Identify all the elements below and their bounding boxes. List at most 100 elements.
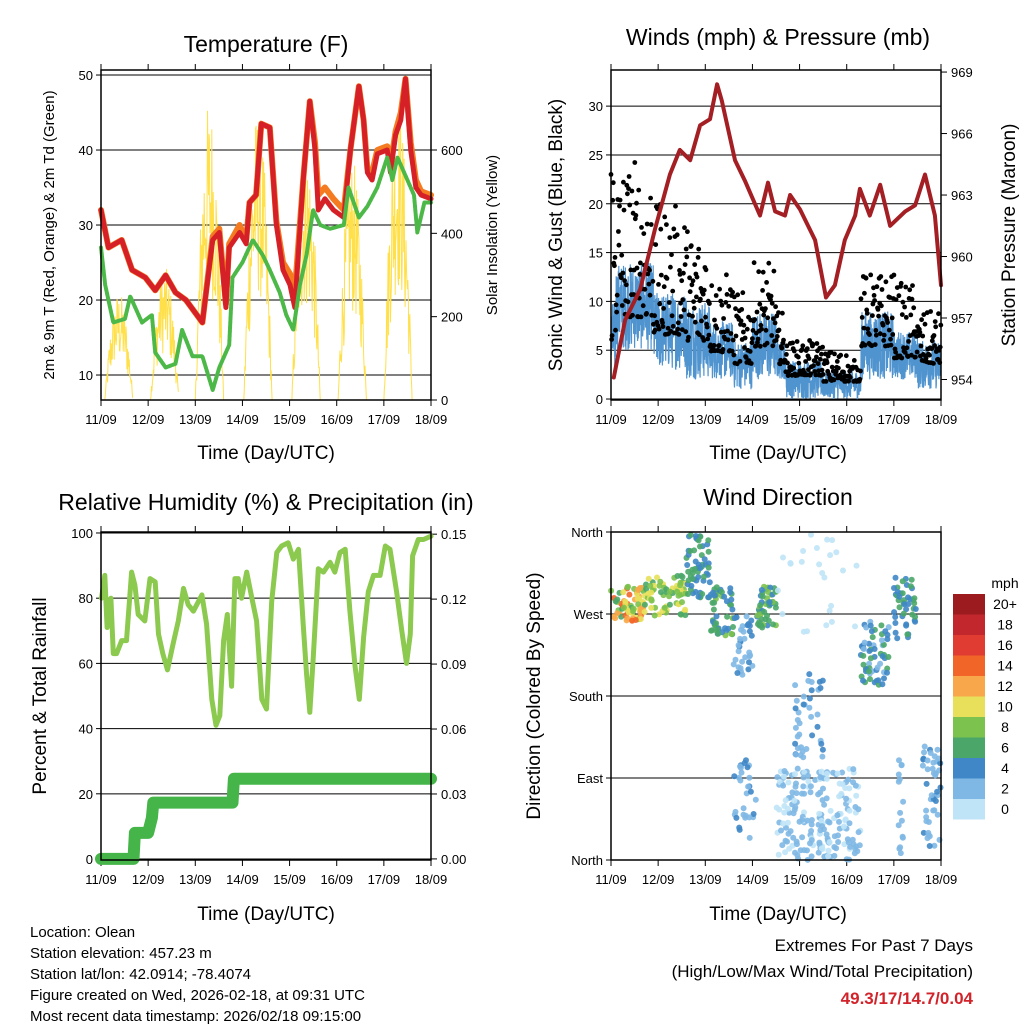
wind-direction-point (819, 570, 826, 576)
wind-direction-xtick-label: 14/09 (736, 872, 769, 887)
gust-point (695, 255, 701, 260)
gust-point (899, 312, 905, 317)
gust-point (639, 225, 644, 230)
rh-line (99, 533, 434, 728)
legend-swatch (953, 758, 985, 779)
wind-direction-point (817, 685, 824, 691)
gust-point (881, 332, 887, 338)
gust-point (906, 339, 911, 344)
gust-point (613, 327, 618, 333)
wind-direction-point (781, 768, 788, 774)
wind-direction-point (737, 777, 744, 784)
gust-point (680, 297, 686, 303)
wind-direction-point (692, 588, 699, 595)
gust-point (686, 334, 691, 340)
winds-ytick-right-label: 966 (951, 127, 973, 142)
wind-direction-point (879, 653, 886, 660)
dewpoint-line (99, 155, 433, 392)
rh-xtick-label: 11/09 (85, 872, 117, 887)
wind-direction-point (853, 562, 860, 569)
wind-direction-point (891, 585, 897, 591)
wind-direction-point (817, 774, 824, 781)
wind-direction-xlabel: Time (Day/UTC) (709, 904, 847, 925)
gust-point (772, 320, 778, 326)
gust-point (682, 225, 687, 231)
gust-point (652, 313, 657, 319)
wind-direction-point (750, 811, 757, 817)
wind-direction-point (892, 614, 899, 620)
wind-direction-point (630, 608, 637, 615)
gust-point (657, 301, 663, 307)
rh-ytick-label: 60 (79, 656, 93, 671)
temperature-xtick-label: 17/09 (368, 412, 401, 427)
gust-point (757, 301, 763, 307)
wind-direction-point (800, 754, 807, 761)
wind-direction-point (896, 593, 903, 600)
gust-point (868, 272, 874, 278)
gust-point (638, 260, 643, 266)
gust-point (908, 312, 914, 318)
temperature-xtick-label: 14/09 (226, 412, 259, 427)
winds-ytick-label: 5 (596, 343, 603, 358)
rh-title: Relative Humidity (%) & Precipitation (i… (58, 489, 473, 515)
wind-direction-point (898, 762, 905, 769)
wind-direction-point (721, 593, 728, 600)
wind-direction-point (874, 664, 881, 671)
wind-direction-point (793, 790, 800, 797)
wind-direction-point (852, 782, 859, 789)
wind-direction-point (761, 608, 768, 615)
gust-point (862, 342, 868, 348)
wind-direction-point (819, 746, 826, 753)
gust-point (683, 329, 689, 335)
wind-direction-point (705, 548, 712, 555)
wind-direction-point (895, 822, 902, 829)
gust-point (843, 353, 849, 359)
wind-direction-point (819, 677, 826, 684)
rh-frame (100, 531, 432, 861)
wind-direction-point (921, 743, 928, 750)
gust-point (612, 263, 617, 269)
gust-point (832, 351, 837, 357)
gust-point (631, 292, 636, 297)
legend-label: 10 (997, 699, 1013, 715)
rh-xtick-label: 13/09 (179, 872, 212, 887)
winds-xtick-label: 17/09 (878, 412, 911, 427)
wind-direction-point (792, 724, 799, 731)
wind-direction-point (737, 635, 743, 642)
wind-direction-point (929, 765, 936, 772)
gust-point (904, 345, 910, 351)
gust-point (841, 369, 846, 375)
gust-point (936, 311, 941, 317)
legend-swatch (953, 737, 985, 758)
gust-point (669, 313, 675, 319)
wind-direction-point (856, 842, 863, 849)
rh-xtick-label: 16/09 (320, 872, 353, 887)
wind-direction-point (928, 792, 935, 799)
wind-direction-point (846, 807, 853, 814)
gust-point (703, 314, 708, 320)
gust-point (730, 337, 736, 343)
wind-direction-point (745, 666, 752, 673)
wind-direction-point (687, 532, 694, 538)
temperature-ylabel: 2m & 9m T (Red, Orange) & 2m Td (Green) (41, 90, 58, 379)
gust-point (803, 359, 808, 364)
wind-direction-point (912, 606, 919, 612)
gust-point (738, 318, 744, 324)
wind-direction-point (866, 660, 873, 667)
wind-direction-point (924, 766, 931, 773)
wind-direction-point (746, 814, 753, 821)
wind-direction-point (778, 827, 784, 834)
gust-point (885, 320, 890, 325)
gust-point (784, 352, 789, 357)
gust-point (673, 203, 678, 209)
gust-point (622, 278, 627, 283)
latlon-text: Station lat/lon: 42.0914; -78.4074 (30, 966, 251, 983)
wind-direction-point (805, 772, 812, 779)
gust-point (800, 343, 806, 349)
wind-direction-point (825, 847, 832, 854)
gust-point (638, 314, 644, 320)
wind-direction-point (884, 669, 890, 676)
wind-direction-point (892, 574, 899, 581)
gust-point (646, 281, 652, 287)
